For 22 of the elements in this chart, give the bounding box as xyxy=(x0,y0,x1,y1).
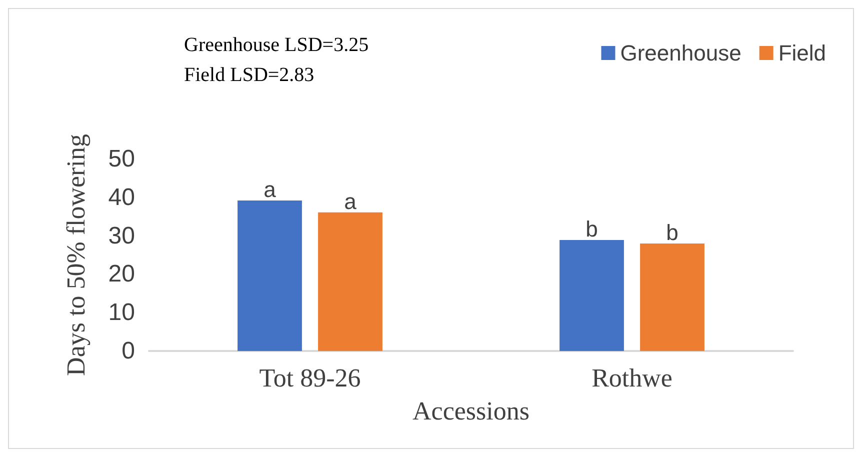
text: Greenhouse LSD=3.25 xyxy=(184,34,369,56)
data-label: b xyxy=(586,216,598,242)
y-axis-title: Days to 50% flowering xyxy=(62,134,90,376)
data-label: a xyxy=(264,176,277,202)
bar xyxy=(318,212,382,351)
y-tick-label: 40 xyxy=(108,184,135,211)
bar xyxy=(560,240,624,351)
bar xyxy=(238,200,302,351)
x-tick-label: Tot 89-26 xyxy=(259,364,361,392)
data-label: b xyxy=(666,220,678,245)
x-axis-title: Accessions xyxy=(412,396,530,426)
legend-label: Field xyxy=(778,40,826,66)
text: Field LSD=2.83 xyxy=(184,64,314,86)
y-tick-label: 10 xyxy=(108,299,135,326)
x-tick-label: Rothwe xyxy=(592,364,672,392)
legend-label: Greenhouse xyxy=(620,40,742,66)
bar xyxy=(640,243,704,351)
y-tick-label: 50 xyxy=(108,146,135,172)
y-tick-label: 20 xyxy=(108,260,135,288)
data-label: a xyxy=(344,188,358,214)
y-tick-label: 0 xyxy=(122,338,135,364)
y-tick-label: 30 xyxy=(108,222,135,250)
